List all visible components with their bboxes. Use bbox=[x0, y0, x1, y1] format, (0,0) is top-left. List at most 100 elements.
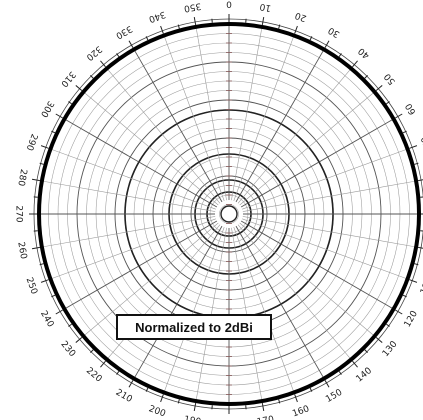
angle-label-330: 330 bbox=[114, 23, 134, 40]
degree-tick bbox=[39, 263, 44, 266]
degree-tick bbox=[278, 24, 281, 29]
degree-tick bbox=[375, 85, 383, 91]
grid-spoke bbox=[231, 26, 263, 201]
degree-tick bbox=[51, 294, 56, 298]
angle-label-160: 160 bbox=[291, 404, 311, 419]
angle-label-150: 150 bbox=[324, 388, 344, 405]
degree-tick bbox=[402, 294, 407, 298]
degree-tick bbox=[364, 75, 368, 79]
angle-label-200: 200 bbox=[147, 404, 167, 419]
degree-tick bbox=[145, 387, 149, 392]
degree-tick bbox=[40, 279, 49, 283]
degree-tick bbox=[51, 130, 56, 134]
grid-spoke bbox=[237, 68, 352, 204]
angle-label-320: 320 bbox=[84, 43, 104, 62]
degree-tick bbox=[294, 394, 298, 403]
grid-spoke bbox=[242, 218, 408, 280]
grid-spoke bbox=[235, 225, 325, 379]
degree-tick bbox=[338, 370, 342, 375]
angle-label-240: 240 bbox=[38, 309, 55, 329]
degree-tick bbox=[90, 349, 94, 353]
angle-label-310: 310 bbox=[58, 69, 77, 89]
grid-spoke bbox=[106, 68, 221, 204]
degree-tick bbox=[68, 323, 73, 327]
degree-tick bbox=[116, 53, 120, 58]
grid-spoke bbox=[50, 148, 216, 210]
angle-label-280: 280 bbox=[15, 168, 28, 187]
angle-label-140: 140 bbox=[355, 366, 375, 385]
degree-tick bbox=[128, 380, 134, 388]
grid-spoke bbox=[233, 35, 295, 201]
grid-spoke bbox=[242, 148, 408, 210]
degree-tick bbox=[352, 60, 358, 68]
grid-spoke bbox=[64, 118, 218, 208]
degree-tick bbox=[116, 370, 120, 375]
angle-label-260: 260 bbox=[15, 241, 28, 260]
degree-tick bbox=[193, 402, 197, 412]
angle-label-340: 340 bbox=[147, 9, 167, 24]
degree-tick bbox=[309, 387, 313, 392]
angle-label-170: 170 bbox=[256, 415, 275, 420]
degree-tick bbox=[364, 349, 368, 353]
grid-spoke bbox=[83, 222, 219, 337]
grid-spoke bbox=[240, 220, 394, 310]
degree-tick bbox=[177, 24, 180, 29]
degree-tick bbox=[68, 101, 73, 105]
angle-label-50: 50 bbox=[383, 71, 398, 86]
degree-tick bbox=[128, 40, 134, 48]
degree-tick bbox=[414, 162, 419, 165]
grid-ring bbox=[219, 204, 239, 224]
degree-tick bbox=[395, 309, 403, 315]
grid-spoke bbox=[242, 216, 417, 248]
degree-tick bbox=[402, 130, 407, 134]
degree-tick bbox=[55, 309, 63, 315]
degree-tick bbox=[294, 25, 298, 34]
degree-tick bbox=[261, 402, 265, 412]
degree-tick bbox=[31, 246, 41, 250]
normalization-note-text: Normalized to 2dBi bbox=[135, 319, 253, 335]
degree-tick bbox=[417, 179, 423, 182]
grid-spoke bbox=[233, 227, 295, 393]
degree-tick bbox=[309, 36, 313, 41]
grid-spoke bbox=[133, 225, 223, 379]
degree-tick bbox=[100, 60, 106, 68]
grid-spoke bbox=[133, 49, 223, 203]
outer-ring bbox=[37, 22, 421, 406]
grid-ring bbox=[209, 194, 249, 234]
degree-tick bbox=[385, 323, 390, 327]
grid-spoke bbox=[163, 227, 225, 393]
degree-tick bbox=[395, 113, 403, 119]
angle-label-270: 270 bbox=[14, 205, 24, 222]
grid-spoke bbox=[242, 180, 417, 212]
degree-tick bbox=[417, 246, 423, 249]
normalization-note: Normalized to 2dBi bbox=[116, 314, 272, 340]
angle-label-130: 130 bbox=[381, 339, 400, 359]
grid-spoke bbox=[240, 118, 394, 208]
grid-spoke bbox=[83, 91, 219, 206]
degree-tick bbox=[278, 399, 281, 404]
angle-label-210: 210 bbox=[114, 388, 134, 405]
degree-tick bbox=[409, 279, 418, 283]
angle-label-40: 40 bbox=[356, 45, 371, 60]
angle-label-70: 70 bbox=[420, 135, 423, 149]
angle-label-290: 290 bbox=[23, 132, 38, 152]
degree-tick bbox=[160, 25, 164, 34]
grid-spoke bbox=[195, 26, 227, 201]
grid-spoke bbox=[163, 35, 225, 201]
degree-tick bbox=[100, 360, 106, 368]
angle-label-110: 110 bbox=[419, 276, 423, 296]
grid-spoke bbox=[239, 222, 375, 337]
degree-tick bbox=[177, 399, 180, 404]
angle-label-0: 0 bbox=[226, 0, 232, 9]
degree-tick bbox=[40, 145, 49, 149]
polar-grid bbox=[29, 14, 423, 414]
grid-spoke bbox=[50, 218, 216, 280]
grid-spoke bbox=[64, 220, 218, 310]
angle-label-350: 350 bbox=[183, 0, 202, 13]
angle-label-30: 30 bbox=[327, 24, 342, 39]
grid-spoke bbox=[235, 49, 325, 203]
degree-tick bbox=[193, 16, 197, 26]
grid-spoke bbox=[41, 216, 216, 248]
degree-tick bbox=[75, 85, 83, 91]
